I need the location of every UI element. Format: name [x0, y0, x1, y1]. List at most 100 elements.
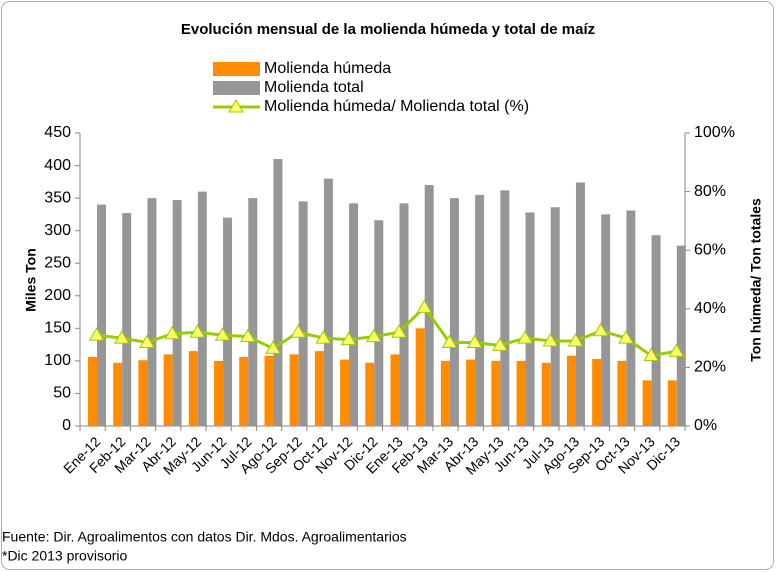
y-tick-label: 150: [44, 320, 71, 337]
legend-label: Molienda húmeda/ Molienda total (%): [264, 98, 529, 115]
bar: [248, 198, 258, 426]
bar: [147, 198, 157, 426]
bar: [601, 214, 611, 426]
marker: [214, 327, 231, 341]
y-tick-label: 0: [62, 417, 71, 434]
marker: [88, 327, 105, 341]
bar: [575, 182, 585, 426]
marker: [643, 347, 660, 362]
chart-title: Evolución mensual de la molienda húmeda …: [181, 21, 595, 38]
y-tick-label: 300: [44, 222, 71, 239]
marker: [315, 330, 332, 344]
legend-swatch: [213, 81, 260, 95]
bar: [475, 194, 485, 426]
bar: [188, 351, 198, 426]
marker: [517, 330, 534, 344]
marker: [189, 324, 206, 338]
bar: [163, 354, 173, 426]
bar: [340, 359, 350, 426]
bar: [122, 213, 132, 426]
bar: [667, 380, 677, 426]
marker: [441, 334, 458, 348]
bar: [617, 360, 627, 426]
y2-tick-label: 40%: [694, 300, 726, 317]
marker: [416, 299, 433, 313]
marker: [618, 330, 634, 344]
y-tick-label: 50: [53, 385, 71, 402]
bar: [491, 360, 501, 426]
marker: [265, 340, 281, 354]
bar: [113, 362, 123, 426]
bar: [676, 245, 686, 426]
bar: [525, 212, 535, 426]
legend-label: Molienda húmeda: [264, 60, 391, 77]
marker: [139, 334, 155, 348]
bar: [466, 359, 476, 426]
marker: [340, 331, 357, 346]
y2-tick-label: 60%: [694, 241, 726, 258]
y-tick-label: 450: [44, 124, 71, 141]
y-axis-title: Miles Ton: [23, 248, 39, 312]
bar: [223, 217, 233, 426]
bar: [239, 356, 249, 426]
bar: [592, 358, 602, 426]
bar: [566, 355, 576, 426]
bar: [424, 185, 434, 426]
marker: [164, 325, 181, 340]
bar: [172, 200, 182, 426]
bar: [390, 354, 400, 426]
bar: [550, 207, 560, 426]
bar: [449, 198, 459, 426]
y-tick-label: 100: [44, 352, 71, 369]
footnote: *Dic 2013 provisorio: [2, 548, 127, 564]
bar: [642, 380, 652, 426]
bar: [298, 201, 308, 426]
marker: [113, 330, 130, 344]
marker: [668, 343, 685, 357]
bar: [289, 354, 299, 426]
y-tick-label: 400: [44, 157, 71, 174]
bar: [500, 190, 510, 426]
legend-swatch: [213, 62, 260, 76]
y2-tick-label: 100%: [694, 124, 735, 141]
footnote: Fuente: Dir. Agroalimentos con datos Dir…: [2, 529, 407, 545]
bar: [374, 220, 384, 426]
legend-label: Molienda total: [264, 79, 364, 96]
bar: [138, 360, 148, 426]
y2-tick-label: 80%: [694, 183, 726, 200]
bar: [399, 203, 409, 426]
y-tick-label: 200: [44, 287, 71, 304]
marker: [567, 333, 584, 347]
bar: [214, 360, 224, 426]
marker: [366, 328, 382, 343]
bar: [273, 159, 283, 427]
bar: [97, 204, 106, 426]
y-tick-label: 250: [44, 254, 71, 271]
legend-marker: [228, 99, 244, 113]
bar: [440, 360, 450, 426]
y2-axis-title: Ton húmeda/ Ton totales: [748, 198, 764, 362]
marker: [592, 322, 609, 337]
bar: [264, 355, 274, 426]
bar: [415, 328, 425, 426]
bar: [516, 360, 526, 426]
bar: [323, 178, 333, 426]
marker: [239, 328, 256, 343]
marker: [466, 334, 483, 348]
y2-tick-label: 20%: [694, 359, 726, 376]
y2-tick-label: 0%: [694, 417, 717, 434]
marker: [290, 324, 307, 338]
bar: [541, 362, 551, 426]
marker: [391, 324, 407, 338]
bar: [197, 191, 207, 426]
bar: [88, 356, 97, 426]
bar: [626, 210, 636, 426]
bar: [365, 362, 375, 426]
marker: [542, 333, 559, 347]
bar: [651, 235, 661, 426]
y-tick-label: 350: [44, 189, 71, 206]
bar: [349, 203, 359, 426]
bar: [314, 351, 324, 426]
